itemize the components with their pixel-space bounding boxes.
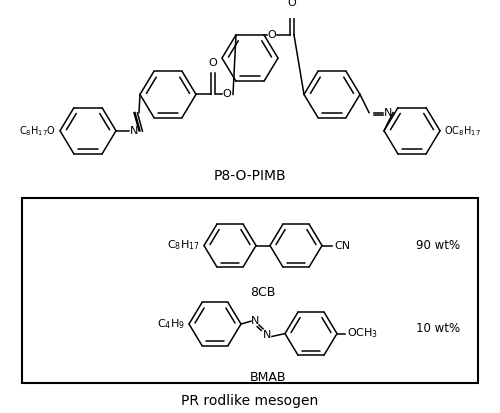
- Text: N: N: [263, 330, 271, 339]
- Text: C$_8$H$_{17}$: C$_8$H$_{17}$: [167, 239, 200, 252]
- Bar: [22, 198, 478, 383]
- Text: N: N: [130, 126, 138, 136]
- Text: CN: CN: [334, 241, 350, 251]
- Text: C$_4$H$_9$: C$_4$H$_9$: [157, 317, 185, 331]
- Text: 90 wt%: 90 wt%: [416, 239, 460, 252]
- Text: P8-O-PIMB: P8-O-PIMB: [214, 169, 286, 183]
- Text: 8CB: 8CB: [250, 286, 276, 299]
- Text: BMAB: BMAB: [250, 371, 286, 384]
- Text: O: O: [208, 58, 218, 68]
- Text: OC$_8$H$_{17}$: OC$_8$H$_{17}$: [444, 124, 481, 138]
- Text: OCH$_3$: OCH$_3$: [347, 327, 378, 340]
- Text: N: N: [384, 108, 392, 118]
- Text: O: O: [268, 30, 276, 40]
- Text: O: O: [222, 90, 232, 100]
- Text: O: O: [288, 0, 296, 8]
- Text: C$_8$H$_{17}$O: C$_8$H$_{17}$O: [19, 124, 56, 138]
- Text: PR rodlike mesogen: PR rodlike mesogen: [182, 394, 318, 408]
- Text: 10 wt%: 10 wt%: [416, 322, 460, 335]
- Text: N: N: [251, 316, 259, 326]
